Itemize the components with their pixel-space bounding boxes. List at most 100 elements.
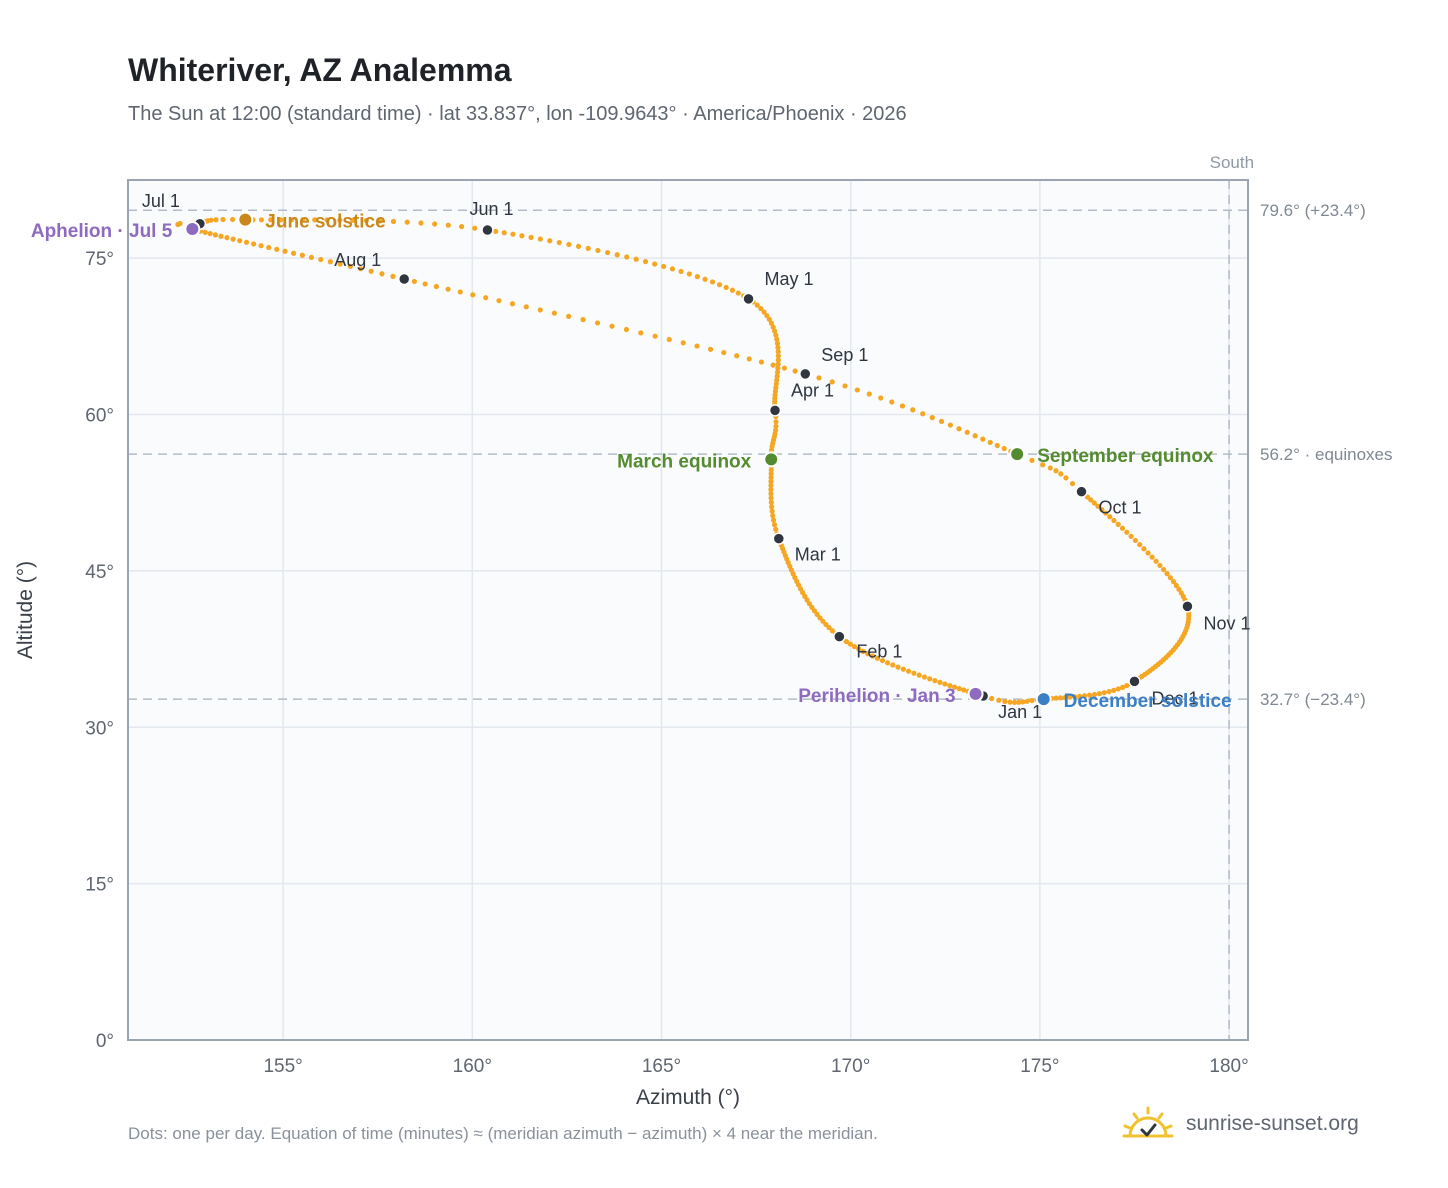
daily-dot: [288, 217, 295, 223]
daily-dot: [910, 407, 916, 413]
daily-dot: [585, 245, 591, 252]
daily-dot: [213, 217, 219, 223]
daily-dot: [814, 611, 820, 617]
daily-dot: [707, 346, 714, 352]
daily-dot: [350, 217, 356, 223]
daily-dot: [483, 295, 489, 301]
daily-dot: [987, 439, 993, 445]
daily-dot: [947, 683, 953, 689]
daily-dot: [768, 491, 774, 497]
south-label: South: [1210, 153, 1254, 172]
daily-dot: [937, 679, 943, 685]
daily-dot: [379, 271, 385, 277]
brand-logo[interactable]: sunrise-sunset.org: [1120, 1104, 1359, 1144]
daily-dot: [686, 271, 692, 277]
daily-dot: [1101, 690, 1107, 696]
daily-dot: [870, 653, 876, 659]
event-marker: [967, 685, 984, 702]
daily-dot: [851, 643, 858, 650]
daily-dot: [1011, 699, 1018, 706]
daily-dot: [266, 244, 272, 251]
daily-dot: [1167, 575, 1173, 581]
daily-dot: [770, 513, 776, 519]
daily-dot: [829, 628, 835, 634]
daily-dot: [768, 482, 774, 489]
daily-dot: [1132, 537, 1139, 544]
daily-dot: [432, 221, 438, 227]
chart-title: Whiteriver, AZ Analemma: [128, 52, 512, 88]
daily-dot: [770, 362, 776, 368]
daily-dot: [268, 217, 274, 223]
daily-dot: [638, 330, 644, 336]
daily-dot: [496, 298, 502, 304]
daily-dot: [817, 615, 823, 621]
daily-dot: [792, 368, 798, 374]
y-tick-label: 75°: [85, 249, 114, 270]
month-label: Oct 1: [1099, 498, 1142, 518]
daily-dot: [258, 217, 265, 223]
daily-dot: [299, 252, 305, 258]
daily-dot: [772, 328, 778, 334]
daily-dot: [1107, 514, 1113, 520]
daily-dot: [775, 344, 781, 351]
daily-dot: [1053, 468, 1059, 474]
daily-dot: [702, 276, 708, 282]
daily-dot: [1111, 517, 1117, 524]
daily-dot: [721, 349, 727, 356]
daily-dot: [770, 517, 777, 523]
event-marker: [237, 211, 254, 228]
daily-dot: [519, 233, 525, 239]
daily-dot: [1173, 582, 1179, 589]
daily-dot: [1128, 533, 1134, 539]
daily-dot: [404, 219, 410, 225]
x-tick-label: 180°: [1209, 1056, 1248, 1077]
daily-dot: [746, 356, 752, 362]
daily-dot: [823, 621, 829, 628]
daily-dot: [768, 478, 774, 485]
daily-dot: [230, 216, 236, 223]
daily-dot: [680, 340, 686, 346]
daily-dot: [1157, 562, 1163, 569]
daily-dot: [890, 662, 896, 668]
daily-dot: [994, 442, 1000, 449]
daily-dot: [843, 639, 850, 645]
daily-dot: [1170, 579, 1177, 585]
daily-dot: [1040, 462, 1046, 468]
daily-dot: [775, 349, 781, 355]
daily-dot: [771, 522, 778, 528]
daily-dot: [1002, 698, 1008, 705]
daily-dot: [938, 418, 945, 424]
daily-dot: [1029, 457, 1035, 463]
y-tick-label: 0°: [96, 1031, 114, 1052]
daily-dot: [764, 313, 770, 319]
daily-dot: [1103, 510, 1109, 516]
daily-dot: [980, 436, 986, 442]
daily-dot: [768, 495, 774, 501]
plot-area: [128, 180, 1248, 1040]
daily-dot: [652, 333, 658, 339]
daily-dot: [652, 261, 658, 267]
daily-dot: [556, 239, 562, 246]
daily-dot: [772, 427, 779, 433]
plot-border: [127, 179, 1249, 1041]
daily-dot: [1137, 541, 1143, 548]
x-tick-label: 160°: [453, 1056, 492, 1077]
month-label: May 1: [765, 269, 814, 289]
daily-dot: [773, 423, 779, 429]
daily-dot: [472, 225, 478, 231]
daily-dot: [735, 290, 741, 296]
daily-dot: [390, 218, 397, 225]
daily-dot: [1164, 571, 1170, 577]
daily-dot: [537, 236, 543, 242]
daily-dot: [1119, 525, 1126, 531]
chart-subtitle: The Sun at 12:00 (standard time) · lat 3…: [128, 103, 907, 125]
month-label: Nov 1: [1203, 613, 1250, 633]
brand-text: sunrise-sunset.org: [1186, 1112, 1359, 1135]
daily-dot: [775, 353, 781, 359]
daily-dot: [775, 357, 781, 363]
month-marker: [742, 292, 755, 306]
daily-dot: [337, 261, 343, 267]
daily-dot: [470, 292, 476, 298]
y-tick-label: 45°: [85, 562, 114, 583]
